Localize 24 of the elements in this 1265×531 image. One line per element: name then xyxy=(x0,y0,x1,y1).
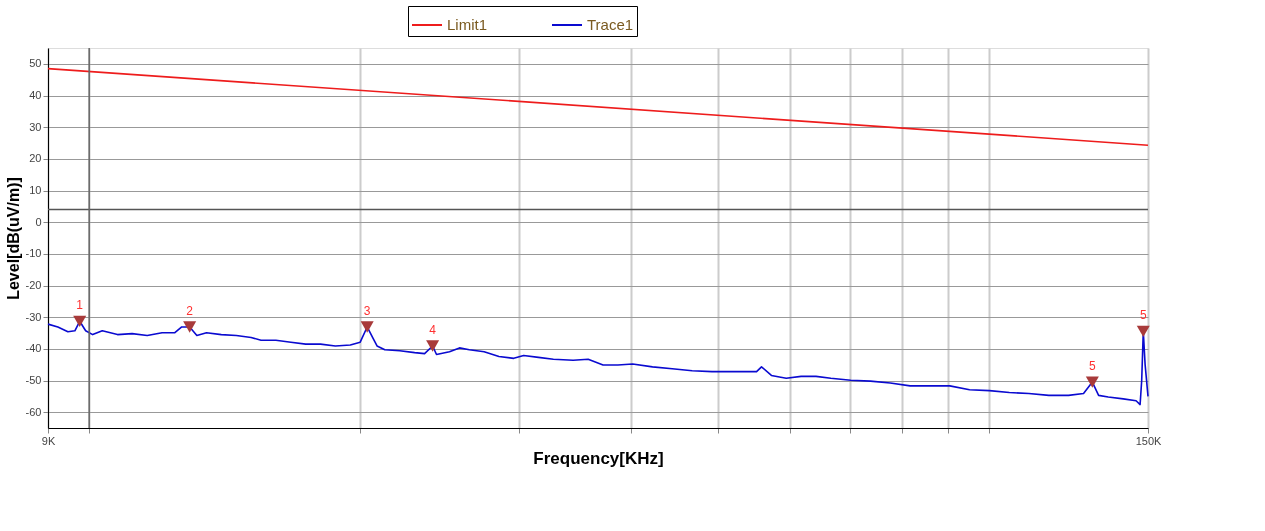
y-tick-label: 10 xyxy=(29,184,42,196)
y-axis-title: Level[dB(uV/m)] xyxy=(4,177,22,300)
annotation: 2 xyxy=(186,303,194,318)
y-tick-label: 30 xyxy=(29,120,42,133)
y-tick-label: -60 xyxy=(25,405,42,418)
x-axis-title: Frequency[KHz] xyxy=(533,448,664,468)
x-tick-label: 150K xyxy=(1135,434,1162,447)
y-tick-label: -50 xyxy=(25,374,42,386)
y-tick-label: -20 xyxy=(25,279,42,291)
annotation: 1 xyxy=(76,298,84,313)
annotation: 3 xyxy=(363,303,371,318)
legend-label: Limit1 xyxy=(447,16,488,33)
annotation: 5 xyxy=(1139,308,1147,323)
y-tick-label: 20 xyxy=(29,152,42,165)
y-tick-label: -10 xyxy=(25,247,42,260)
y-tick-label: 50 xyxy=(29,57,42,70)
y-tick-label: 40 xyxy=(29,89,42,101)
y-tick-label: -30 xyxy=(25,310,42,323)
y-tick-label: 0 xyxy=(35,215,42,228)
y-tick-label: -40 xyxy=(25,342,42,355)
annotation: 5 xyxy=(1089,359,1097,374)
x-tick-label: 9K xyxy=(41,434,56,447)
annotation: 4 xyxy=(429,322,437,337)
legend-label: Trace1 xyxy=(587,16,634,33)
